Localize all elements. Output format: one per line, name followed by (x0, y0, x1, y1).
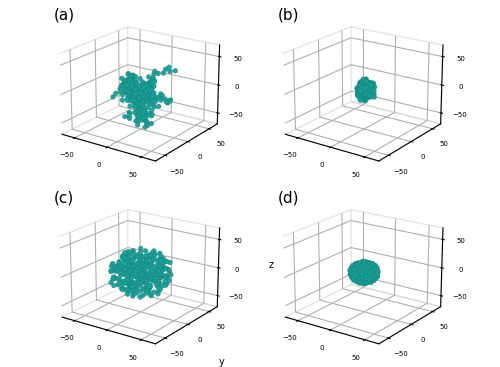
Text: (c): (c) (54, 190, 74, 206)
Text: (b): (b) (278, 8, 299, 23)
Y-axis label: y: y (219, 357, 224, 367)
Text: (d): (d) (278, 190, 299, 206)
Text: (a): (a) (54, 8, 75, 23)
